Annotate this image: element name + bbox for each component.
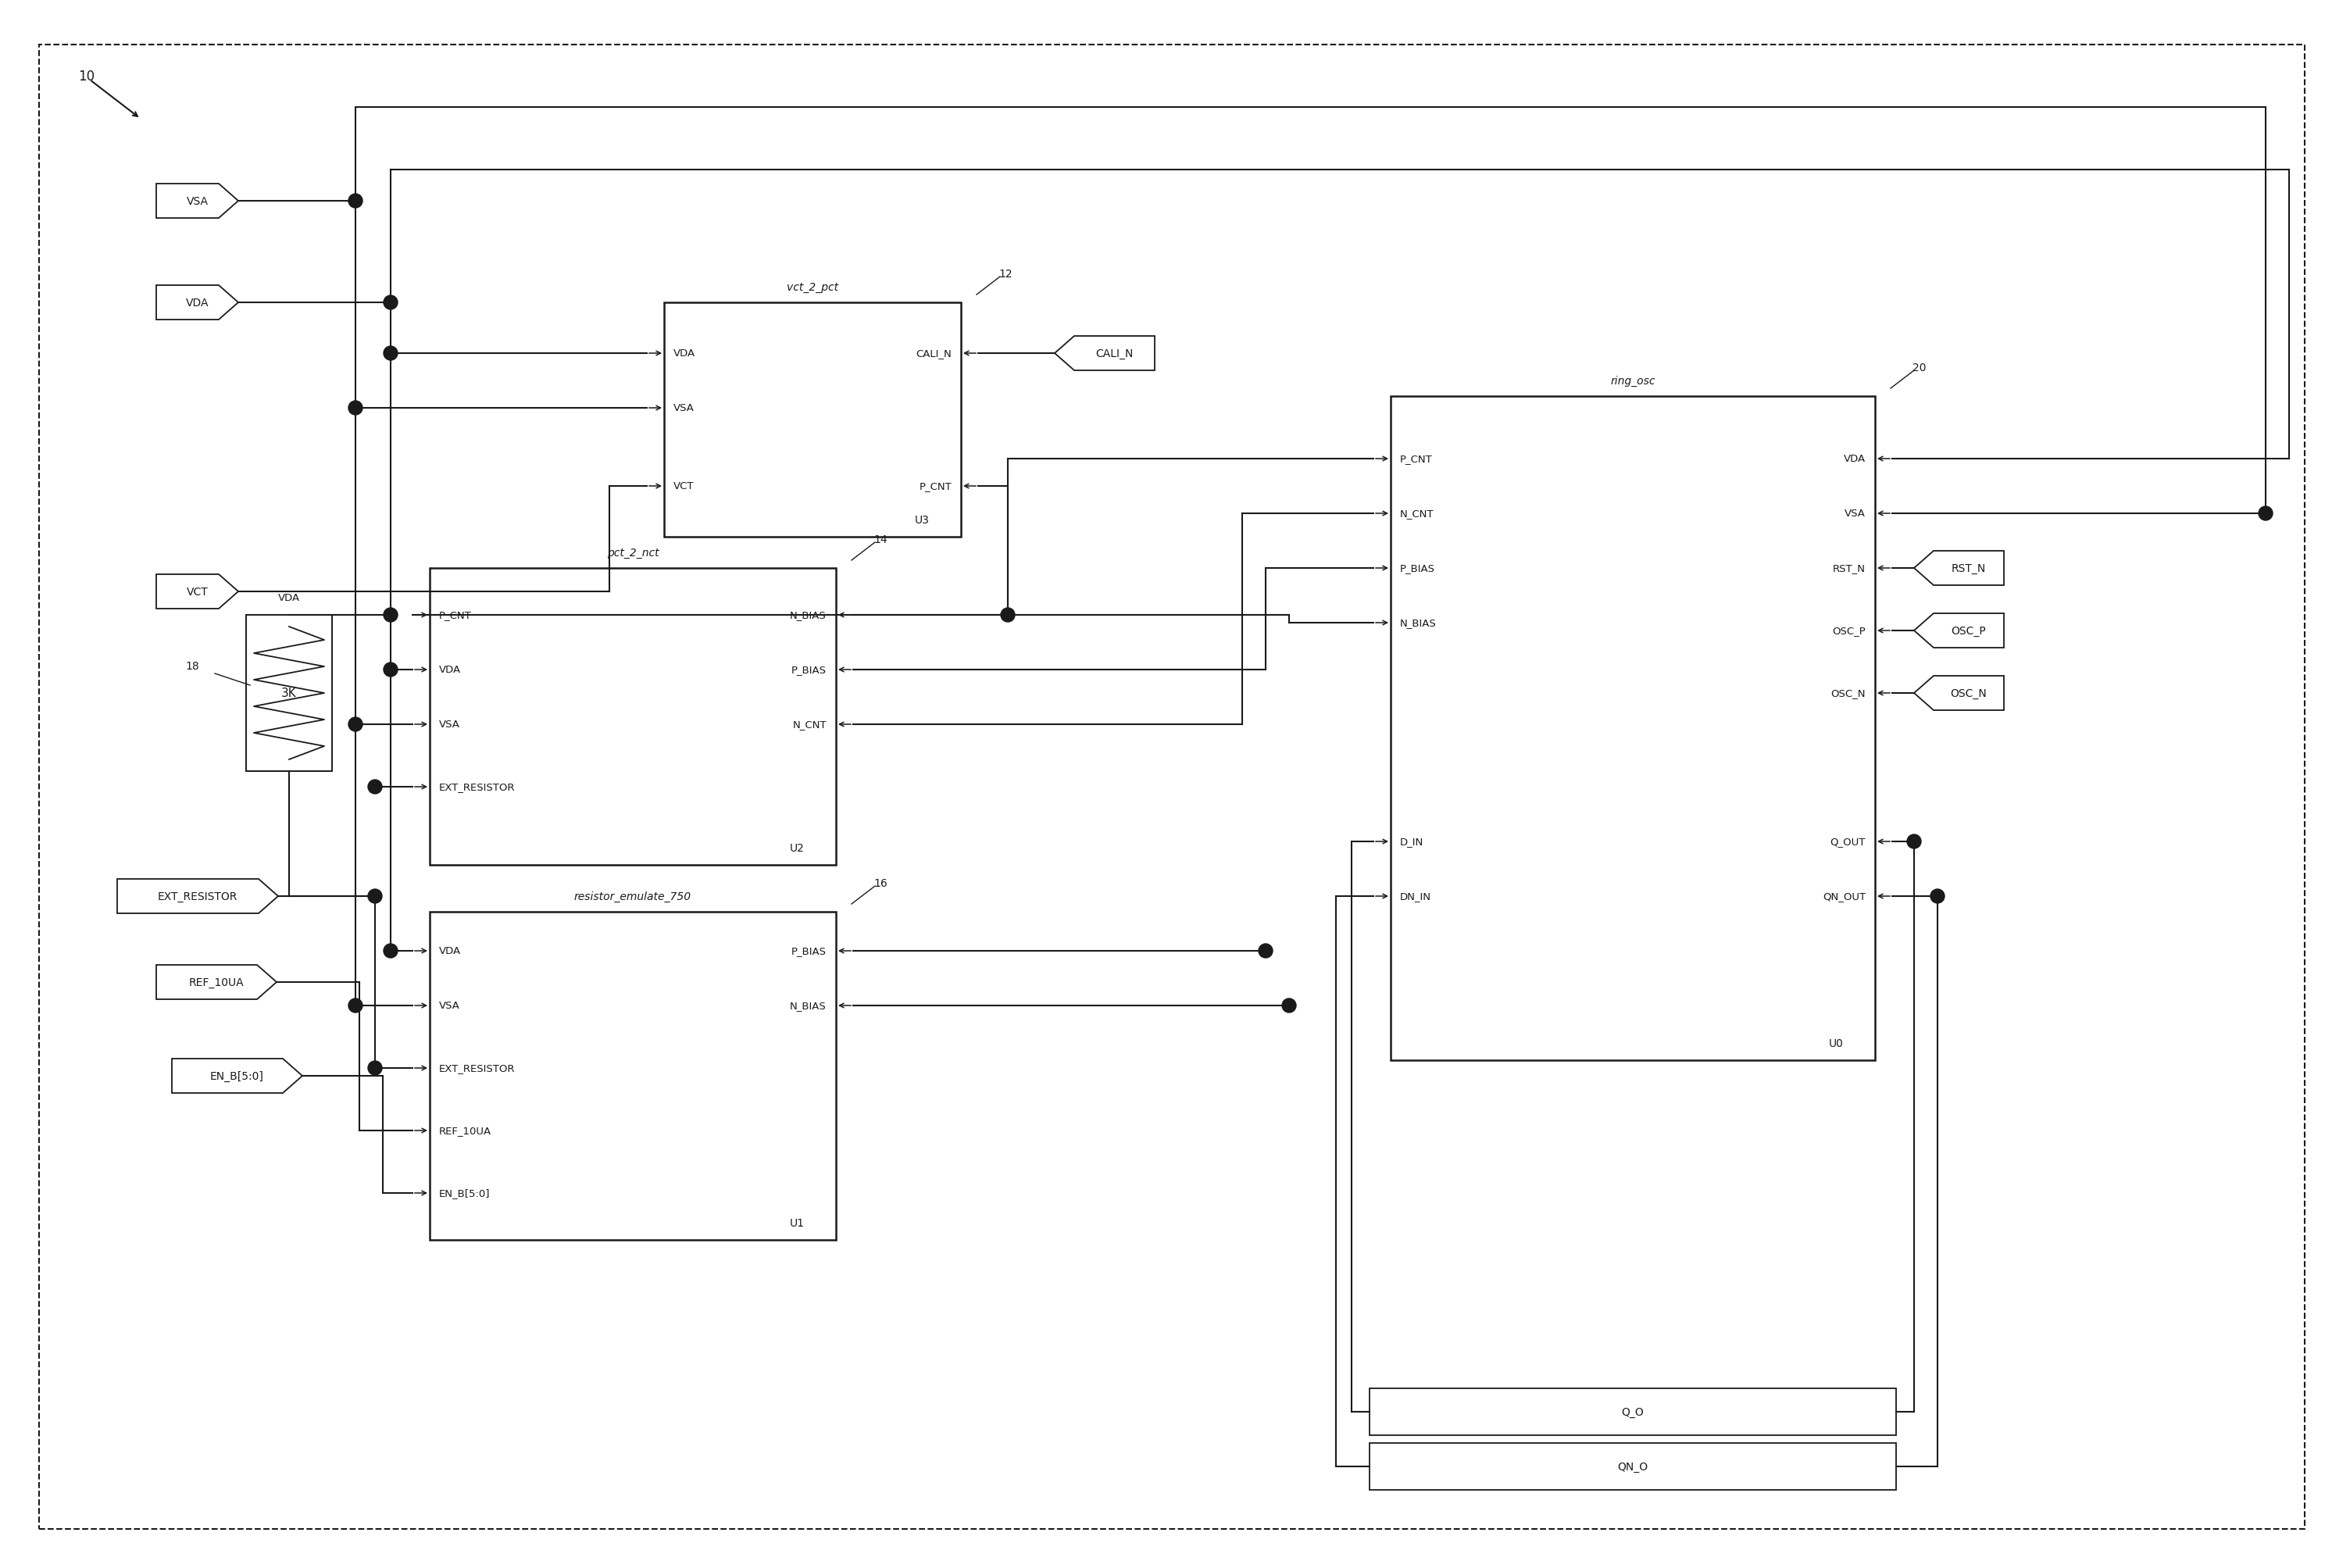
Circle shape (1929, 889, 1943, 903)
Text: VDA: VDA (674, 348, 696, 359)
Text: REF_10UA: REF_10UA (439, 1126, 491, 1135)
Text: U0: U0 (1828, 1038, 1845, 1049)
Text: VDA: VDA (186, 298, 209, 309)
Text: DN_IN: DN_IN (1401, 891, 1431, 902)
Text: VDA: VDA (277, 593, 301, 604)
Text: VSA: VSA (186, 196, 209, 207)
Text: N_CNT: N_CNT (1401, 508, 1434, 519)
Text: EXT_RESISTOR: EXT_RESISTOR (157, 891, 237, 902)
Text: pct_2_nct: pct_2_nct (606, 547, 658, 558)
Text: 12: 12 (999, 268, 1013, 279)
Polygon shape (155, 575, 237, 608)
Text: 14: 14 (874, 535, 888, 546)
Text: P_CNT: P_CNT (1401, 455, 1434, 464)
Bar (1370, 1388, 1896, 1435)
Polygon shape (155, 966, 277, 999)
Text: VSA: VSA (439, 720, 461, 729)
Bar (665, 303, 961, 538)
Text: EN_B[5:0]: EN_B[5:0] (439, 1189, 491, 1198)
Text: 20: 20 (1913, 362, 1927, 373)
Text: U1: U1 (790, 1217, 804, 1228)
Text: N_BIAS: N_BIAS (1401, 618, 1436, 629)
Polygon shape (1913, 676, 2005, 710)
Text: EXT_RESISTOR: EXT_RESISTOR (439, 782, 515, 792)
Circle shape (2258, 506, 2272, 521)
Text: P_BIAS: P_BIAS (792, 946, 827, 956)
Text: 18: 18 (186, 660, 200, 671)
Circle shape (383, 347, 397, 361)
Bar (1391, 397, 1875, 1060)
Text: CALI_N: CALI_N (1095, 348, 1133, 359)
Text: N_CNT: N_CNT (792, 720, 827, 729)
Text: U3: U3 (914, 514, 931, 525)
Text: P_BIAS: P_BIAS (792, 665, 827, 676)
Text: OSC_N: OSC_N (1831, 688, 1866, 698)
Circle shape (369, 781, 383, 793)
Circle shape (348, 401, 362, 416)
Polygon shape (172, 1058, 303, 1093)
Circle shape (369, 889, 383, 903)
Text: Q_OUT: Q_OUT (1831, 837, 1866, 847)
Text: 3K: 3K (282, 687, 296, 699)
Text: VSA: VSA (439, 1000, 461, 1011)
Text: VCT: VCT (186, 586, 209, 597)
Bar (1370, 1443, 1896, 1490)
Circle shape (348, 194, 362, 209)
Text: EXT_RESISTOR: EXT_RESISTOR (439, 1063, 515, 1074)
Circle shape (369, 1062, 383, 1076)
Polygon shape (118, 880, 277, 914)
Text: P_CNT: P_CNT (439, 610, 472, 621)
Circle shape (1001, 608, 1015, 622)
Text: VSA: VSA (674, 403, 696, 414)
Text: ring_osc: ring_osc (1610, 376, 1654, 387)
Text: N_BIAS: N_BIAS (790, 610, 827, 621)
Text: VDA: VDA (439, 665, 461, 676)
Text: U2: U2 (790, 842, 804, 853)
Text: RST_N: RST_N (1833, 563, 1866, 574)
Bar (247, 615, 331, 771)
Text: OSC_P: OSC_P (1833, 626, 1866, 637)
Text: 16: 16 (874, 878, 888, 889)
Text: D_IN: D_IN (1401, 837, 1424, 847)
Circle shape (1283, 999, 1297, 1013)
Text: VDA: VDA (439, 946, 461, 956)
Text: QN_O: QN_O (1617, 1461, 1647, 1472)
Circle shape (383, 296, 397, 310)
Text: VCT: VCT (674, 481, 693, 491)
Circle shape (1260, 944, 1274, 958)
Text: VSA: VSA (1845, 508, 1866, 519)
Circle shape (348, 718, 362, 732)
Text: OSC_P: OSC_P (1950, 626, 1986, 637)
Text: RST_N: RST_N (1950, 563, 1986, 574)
Circle shape (1908, 834, 1920, 848)
Text: QN_OUT: QN_OUT (1824, 891, 1866, 902)
Text: OSC_N: OSC_N (1950, 688, 1988, 699)
Text: P_BIAS: P_BIAS (1401, 563, 1436, 574)
Bar (430, 913, 837, 1240)
Text: Q_O: Q_O (1622, 1406, 1645, 1417)
Text: resistor_emulate_750: resistor_emulate_750 (573, 891, 691, 902)
Circle shape (383, 608, 397, 622)
Polygon shape (155, 185, 237, 218)
Circle shape (383, 944, 397, 958)
Text: CALI_N: CALI_N (917, 348, 952, 359)
Bar (430, 569, 837, 866)
Circle shape (348, 999, 362, 1013)
Polygon shape (155, 285, 237, 320)
Text: vct_2_pct: vct_2_pct (787, 282, 839, 293)
Polygon shape (1055, 337, 1154, 372)
Text: N_BIAS: N_BIAS (790, 1000, 827, 1011)
Text: VDA: VDA (1845, 455, 1866, 464)
Text: EN_B[5:0]: EN_B[5:0] (209, 1071, 263, 1082)
Circle shape (383, 663, 397, 677)
Text: 10: 10 (78, 69, 94, 83)
Polygon shape (1913, 552, 2005, 586)
Text: REF_10UA: REF_10UA (188, 977, 244, 988)
Text: P_CNT: P_CNT (919, 481, 952, 491)
Polygon shape (1913, 613, 2005, 648)
